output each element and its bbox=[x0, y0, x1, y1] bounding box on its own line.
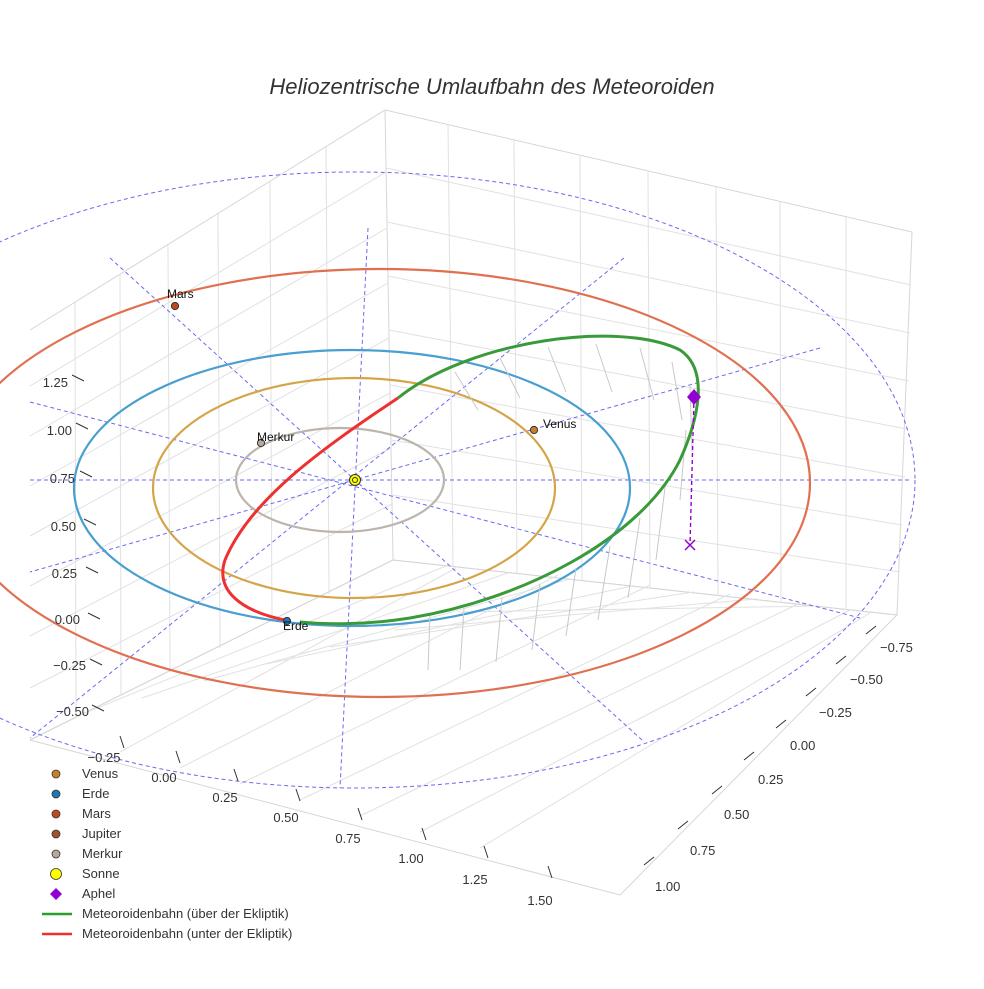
y-tick: 0.00 bbox=[790, 738, 815, 753]
drop-line bbox=[595, 343, 613, 393]
legend-symbol bbox=[50, 868, 62, 880]
legend-label: Sonne bbox=[82, 866, 120, 881]
x-tick: 1.25 bbox=[462, 872, 487, 887]
drop-line bbox=[499, 357, 521, 399]
drop-line bbox=[427, 613, 431, 671]
y-axis: −0.75 −0.50 −0.25 0.00 0.25 0.50 0.75 1.… bbox=[643, 625, 913, 894]
chart-title: Heliozentrische Umlaufbahn des Meteoroid… bbox=[269, 74, 715, 99]
aphel-marker bbox=[687, 389, 701, 405]
legend-label: Meteoroidenbahn (über der Ekliptik) bbox=[82, 906, 289, 921]
sonne-core bbox=[352, 477, 358, 483]
drop-line bbox=[627, 517, 641, 599]
drop-line bbox=[495, 597, 503, 663]
legend-label: Meteoroidenbahn (unter der Ekliptik) bbox=[82, 926, 293, 941]
drop-line bbox=[531, 583, 541, 651]
z-tick: 0.00 bbox=[55, 612, 80, 627]
legend-symbol bbox=[51, 769, 61, 779]
legend-symbol bbox=[51, 849, 61, 859]
z-axis: 1.25 1.00 0.75 0.50 0.25 0.00 −0.25 −0.5… bbox=[43, 374, 105, 719]
x-tick: 0.00 bbox=[151, 770, 176, 785]
merkur-marker bbox=[256, 438, 266, 448]
z-tick: 0.25 bbox=[52, 566, 77, 581]
drop-line bbox=[597, 545, 611, 621]
meteoroid-orbit-above bbox=[299, 334, 700, 626]
legend-label: Merkur bbox=[82, 846, 123, 861]
y-tick: 1.00 bbox=[655, 879, 680, 894]
z-tick: 1.00 bbox=[47, 423, 72, 438]
drop-line bbox=[454, 371, 479, 411]
venus-marker bbox=[529, 425, 539, 435]
legend-symbol bbox=[51, 809, 61, 819]
z-tick: 0.75 bbox=[50, 471, 75, 486]
legend-label: Mars bbox=[82, 806, 111, 821]
z-tick: 0.50 bbox=[51, 519, 76, 534]
y-tick: −0.50 bbox=[850, 672, 883, 687]
y-tick: −0.75 bbox=[880, 640, 913, 655]
meteoroid-orbit-below bbox=[221, 396, 399, 623]
legend-label: Jupiter bbox=[82, 826, 122, 841]
venus-label: Venus bbox=[543, 417, 576, 431]
legend-symbol bbox=[42, 912, 72, 916]
erde-label: Erde bbox=[283, 619, 309, 633]
y-tick: −0.25 bbox=[819, 705, 852, 720]
meteoroid-drop-lines bbox=[427, 343, 693, 671]
z-tick: −0.25 bbox=[53, 658, 86, 673]
x-tick: 0.50 bbox=[273, 810, 298, 825]
drop-line bbox=[547, 346, 567, 393]
x-tick: 1.00 bbox=[398, 851, 423, 866]
orbit-mars bbox=[0, 267, 811, 699]
aphel-projection-line bbox=[689, 396, 695, 546]
legend-label: Venus bbox=[82, 766, 119, 781]
y-tick: 0.25 bbox=[758, 772, 783, 787]
ecliptic-reference bbox=[0, 171, 916, 789]
legend-symbol bbox=[42, 932, 72, 936]
drop-line bbox=[639, 347, 655, 401]
x-tick: −0.25 bbox=[88, 750, 121, 765]
z-tick: −0.50 bbox=[56, 704, 89, 719]
orbit-venus bbox=[151, 376, 557, 600]
x-axis: −0.25 0.00 0.25 0.50 0.75 1.00 1.25 1.50 bbox=[88, 735, 553, 908]
legend-symbol bbox=[51, 829, 61, 839]
legend-symbol bbox=[50, 888, 62, 900]
grid-lines bbox=[29, 124, 912, 849]
x-tick: 1.50 bbox=[527, 893, 552, 908]
drop-line bbox=[565, 567, 577, 637]
drop-line bbox=[679, 429, 687, 501]
orbit-merkur bbox=[234, 426, 446, 534]
drop-line bbox=[459, 607, 465, 671]
orbit-erde bbox=[72, 348, 632, 628]
mars-marker bbox=[170, 301, 180, 311]
legend-label: Aphel bbox=[82, 886, 116, 901]
x-tick: 0.75 bbox=[335, 831, 360, 846]
y-tick: 0.50 bbox=[724, 807, 749, 822]
y-tick: 0.75 bbox=[690, 843, 715, 858]
mars-label: Mars bbox=[167, 287, 194, 301]
legend-label: Erde bbox=[82, 786, 110, 801]
drop-line bbox=[671, 361, 683, 421]
drop-line bbox=[655, 479, 667, 561]
merkur-label: Merkur bbox=[257, 430, 294, 444]
erde-marker bbox=[282, 616, 292, 626]
z-tick: 1.25 bbox=[43, 375, 68, 390]
legend-symbol bbox=[51, 789, 61, 799]
x-tick: 0.25 bbox=[212, 790, 237, 805]
aphel-projection-marker bbox=[684, 539, 696, 551]
